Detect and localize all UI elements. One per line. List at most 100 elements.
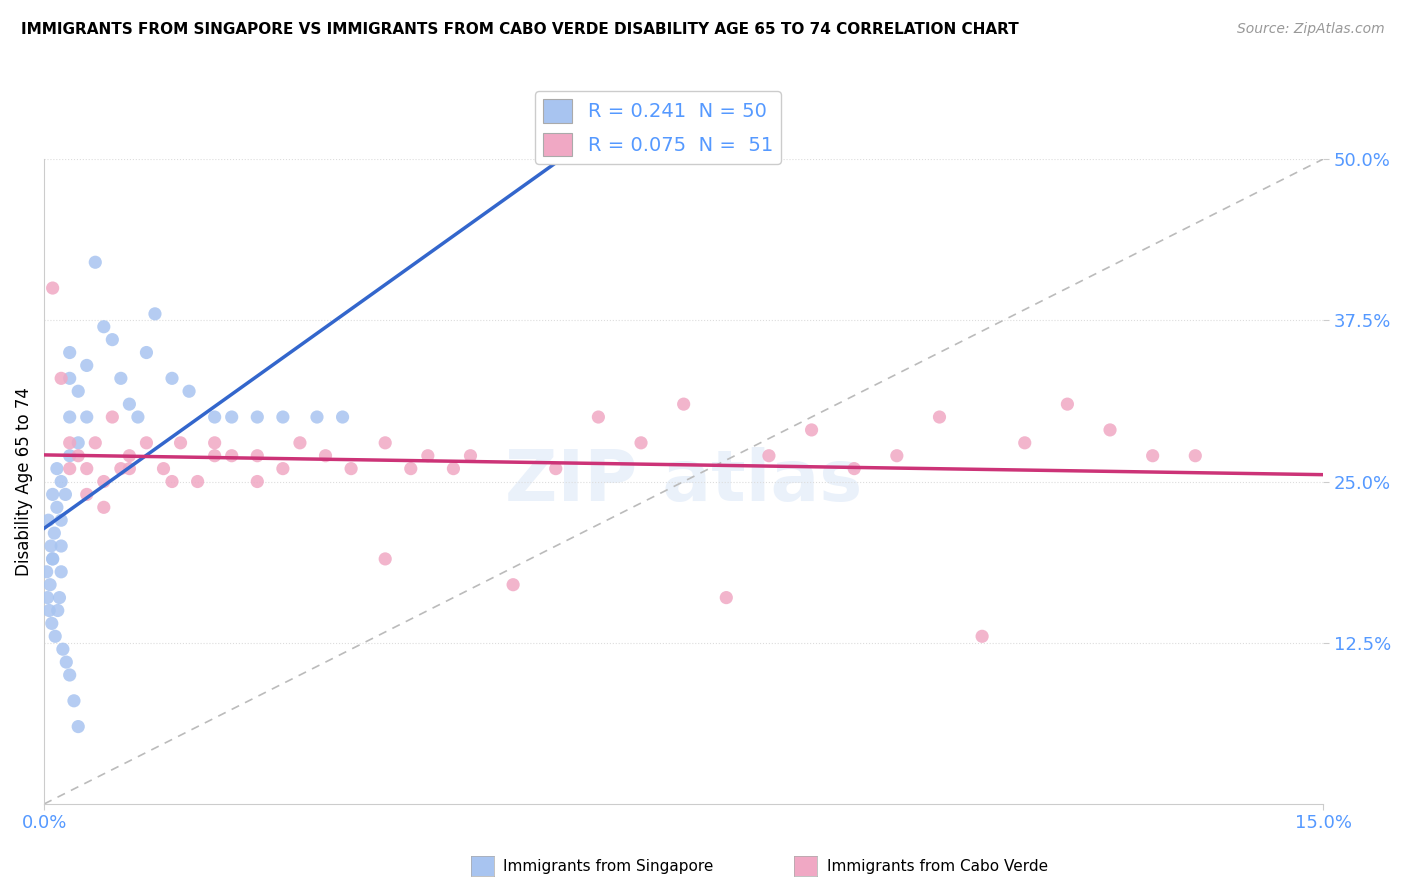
Point bbox=[118, 461, 141, 475]
Point bbox=[187, 475, 209, 489]
Point bbox=[118, 449, 141, 463]
Point bbox=[204, 449, 226, 463]
Point bbox=[118, 397, 141, 411]
Point bbox=[52, 642, 75, 657]
Point bbox=[374, 435, 396, 450]
Point bbox=[67, 449, 90, 463]
Point bbox=[41, 487, 63, 501]
Point bbox=[41, 552, 63, 566]
Point bbox=[246, 475, 269, 489]
Point bbox=[143, 307, 166, 321]
Point bbox=[340, 461, 363, 475]
Point bbox=[758, 449, 780, 463]
Point bbox=[39, 539, 62, 553]
Point bbox=[48, 591, 70, 605]
Point bbox=[204, 410, 226, 425]
Text: ZIP atlas: ZIP atlas bbox=[505, 447, 862, 516]
Point bbox=[39, 578, 62, 592]
Point bbox=[67, 384, 90, 399]
Point bbox=[51, 513, 73, 527]
Point bbox=[305, 410, 328, 425]
Point bbox=[46, 603, 69, 617]
Point bbox=[288, 435, 311, 450]
Point bbox=[45, 500, 67, 515]
Point bbox=[67, 435, 90, 450]
Point bbox=[93, 475, 115, 489]
Point bbox=[63, 694, 86, 708]
Point bbox=[41, 552, 63, 566]
Point bbox=[502, 578, 524, 592]
Point bbox=[844, 461, 866, 475]
Point bbox=[416, 449, 439, 463]
Point bbox=[93, 319, 115, 334]
Point bbox=[41, 616, 63, 631]
Point bbox=[84, 435, 107, 450]
Legend: R = 0.241  N = 50, R = 0.075  N =  51: R = 0.241 N = 50, R = 0.075 N = 51 bbox=[536, 91, 780, 164]
Point bbox=[135, 345, 157, 359]
Point bbox=[672, 397, 695, 411]
Point bbox=[67, 720, 90, 734]
Point bbox=[45, 461, 67, 475]
Point bbox=[59, 668, 82, 682]
Point bbox=[800, 423, 823, 437]
Point bbox=[59, 461, 82, 475]
Point bbox=[1142, 449, 1164, 463]
Point bbox=[51, 539, 73, 553]
Point bbox=[928, 410, 950, 425]
Point bbox=[221, 449, 243, 463]
Point bbox=[177, 384, 200, 399]
Point bbox=[221, 410, 243, 425]
Point bbox=[204, 435, 226, 450]
Point bbox=[588, 410, 610, 425]
Point bbox=[55, 655, 77, 669]
Point bbox=[332, 410, 354, 425]
Point bbox=[76, 461, 98, 475]
Point bbox=[59, 345, 82, 359]
Point bbox=[1098, 423, 1121, 437]
Point bbox=[1014, 435, 1036, 450]
Point bbox=[55, 487, 77, 501]
Point bbox=[1056, 397, 1078, 411]
Point bbox=[59, 371, 82, 385]
Point bbox=[1184, 449, 1206, 463]
Point bbox=[59, 435, 82, 450]
Point bbox=[152, 461, 174, 475]
Point bbox=[101, 333, 124, 347]
Text: Immigrants from Singapore: Immigrants from Singapore bbox=[503, 859, 714, 873]
Point bbox=[41, 281, 63, 295]
Point bbox=[76, 359, 98, 373]
Point bbox=[160, 371, 183, 385]
Point bbox=[630, 435, 652, 450]
Point bbox=[76, 487, 98, 501]
Point bbox=[59, 449, 82, 463]
Point bbox=[374, 552, 396, 566]
Point bbox=[84, 255, 107, 269]
Point bbox=[44, 629, 66, 643]
Point bbox=[169, 435, 191, 450]
Point bbox=[51, 565, 73, 579]
Point bbox=[315, 449, 337, 463]
Point bbox=[59, 410, 82, 425]
Point bbox=[271, 461, 294, 475]
Text: Immigrants from Cabo Verde: Immigrants from Cabo Verde bbox=[827, 859, 1047, 873]
Point bbox=[37, 591, 59, 605]
Text: Source: ZipAtlas.com: Source: ZipAtlas.com bbox=[1237, 22, 1385, 37]
Point bbox=[110, 461, 132, 475]
Point bbox=[972, 629, 994, 643]
Point bbox=[399, 461, 422, 475]
Point bbox=[44, 526, 66, 541]
Point bbox=[135, 435, 157, 450]
Point bbox=[110, 371, 132, 385]
Point bbox=[51, 475, 73, 489]
Point bbox=[127, 410, 149, 425]
Point bbox=[38, 603, 60, 617]
Point bbox=[160, 475, 183, 489]
Point bbox=[886, 449, 908, 463]
Point bbox=[460, 449, 482, 463]
Point bbox=[101, 410, 124, 425]
Point bbox=[716, 591, 738, 605]
Text: IMMIGRANTS FROM SINGAPORE VS IMMIGRANTS FROM CABO VERDE DISABILITY AGE 65 TO 74 : IMMIGRANTS FROM SINGAPORE VS IMMIGRANTS … bbox=[21, 22, 1019, 37]
Point bbox=[51, 371, 73, 385]
Point bbox=[246, 449, 269, 463]
Point bbox=[246, 410, 269, 425]
